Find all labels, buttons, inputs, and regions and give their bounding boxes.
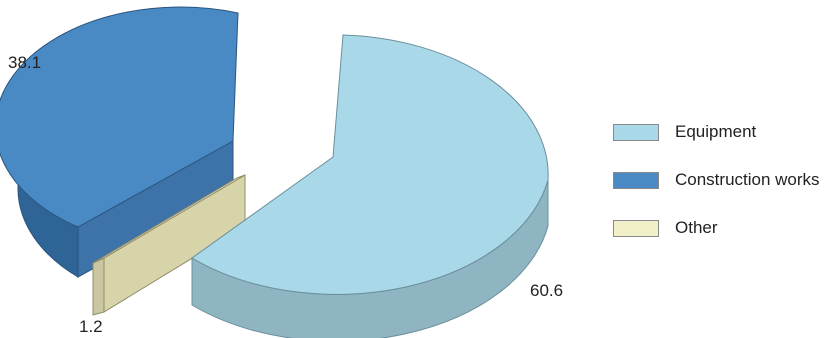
legend-swatch-other xyxy=(613,219,659,237)
legend-item-construction-works: Construction works xyxy=(613,156,820,204)
slice-other-side xyxy=(92,257,105,316)
legend-label-equipment: Equipment xyxy=(675,122,757,141)
legend-item-equipment: Equipment xyxy=(613,108,820,156)
data-label-other: 1.2 xyxy=(79,317,103,336)
legend-swatch-construction-works xyxy=(613,171,659,189)
legend-item-other: Other xyxy=(613,204,820,252)
slice-construction-works-top xyxy=(0,6,239,228)
legend-label-construction-works: Construction works xyxy=(675,170,820,189)
data-label-construction-works: 38.1 xyxy=(8,53,41,72)
legend-label-other: Other xyxy=(675,218,718,237)
data-label-equipment: 60.6 xyxy=(530,281,563,300)
legend-swatch-equipment xyxy=(613,123,659,141)
slice-construction-works xyxy=(0,6,239,278)
slice-other-top xyxy=(92,174,246,264)
slice-equipment-top xyxy=(191,34,549,295)
legend: Equipment Construction works Other xyxy=(613,108,820,252)
slice-equipment xyxy=(191,34,549,338)
